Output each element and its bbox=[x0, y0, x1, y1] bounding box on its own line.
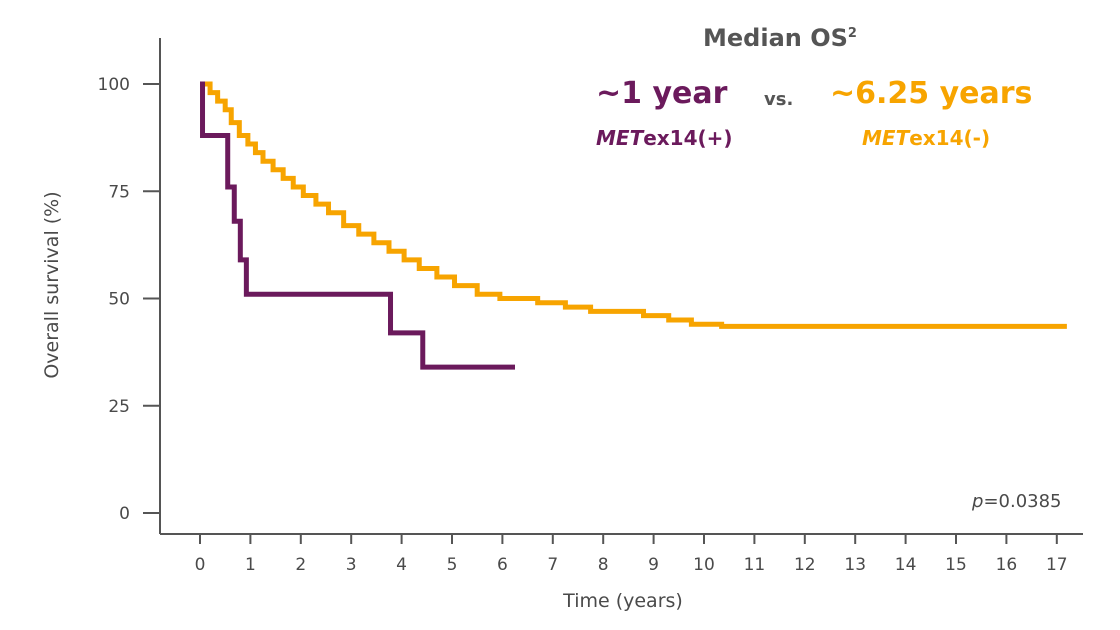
x-tick-label: 11 bbox=[744, 555, 766, 575]
y-ticks: 0 25 50 75 100 bbox=[98, 75, 160, 524]
y-tick-label: 75 bbox=[108, 182, 130, 202]
x-ticks: 0 1 2 3 4 5 6 7 8 9 10 11 12 13 14 15 16 17 bbox=[195, 534, 1068, 575]
vs-label: vs. bbox=[764, 89, 794, 110]
x-tick-label: 14 bbox=[895, 555, 917, 575]
neg-median-value: ~6.25 years bbox=[830, 76, 1033, 111]
pos-series-label: METex14(+) bbox=[596, 126, 733, 150]
neg-series-label: METex14(-) bbox=[862, 126, 991, 150]
x-tick-label: 0 bbox=[195, 555, 206, 575]
x-tick-label: 8 bbox=[598, 555, 609, 575]
y-tick-label: 50 bbox=[108, 290, 130, 310]
x-tick-label: 7 bbox=[547, 555, 558, 575]
series-line-metex14-negative bbox=[200, 81, 1067, 329]
series-line-metex14-positive bbox=[200, 81, 515, 370]
axes bbox=[159, 38, 1083, 535]
x-tick-label: 3 bbox=[346, 555, 357, 575]
y-axis-label: Overall survival (%) bbox=[41, 191, 63, 378]
x-tick-label: 16 bbox=[996, 555, 1018, 575]
x-tick-label: 6 bbox=[497, 555, 508, 575]
x-tick-label: 5 bbox=[447, 555, 458, 575]
x-tick-label: 17 bbox=[1046, 555, 1068, 575]
series-layer bbox=[200, 81, 1067, 370]
y-tick-label: 25 bbox=[108, 397, 130, 417]
median-os-title: Median OS2 bbox=[703, 24, 857, 52]
x-tick-label: 2 bbox=[295, 555, 306, 575]
x-tick-label: 9 bbox=[648, 555, 659, 575]
x-tick-label: 15 bbox=[945, 555, 967, 575]
p-value: p=0.0385 bbox=[972, 491, 1062, 512]
x-axis-label: Time (years) bbox=[562, 590, 683, 612]
x-tick-label: 4 bbox=[396, 555, 407, 575]
y-tick-label: 0 bbox=[119, 504, 130, 524]
y-tick-label: 100 bbox=[98, 75, 130, 95]
x-tick-label: 12 bbox=[794, 555, 816, 575]
x-tick-label: 1 bbox=[245, 555, 256, 575]
x-tick-label: 10 bbox=[693, 555, 715, 575]
pos-median-value: ~1 year bbox=[596, 76, 728, 111]
x-tick-label: 13 bbox=[844, 555, 866, 575]
